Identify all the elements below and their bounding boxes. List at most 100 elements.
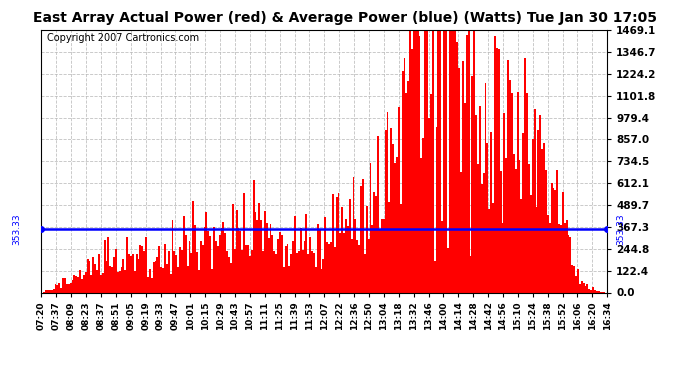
Bar (324, 217, 326, 292)
Bar (505, 158, 507, 292)
Bar (581, 281, 582, 292)
Bar (332, 195, 334, 292)
Bar (190, 253, 193, 292)
Bar (132, 254, 134, 292)
Bar (569, 237, 571, 292)
Bar (141, 246, 144, 292)
Bar (437, 30, 440, 292)
Bar (193, 201, 194, 292)
Bar (540, 115, 541, 292)
Bar (72, 280, 73, 292)
Bar (170, 274, 172, 292)
Bar (413, 30, 415, 292)
Bar (349, 199, 351, 292)
Bar (90, 275, 92, 292)
Bar (47, 290, 49, 292)
Bar (600, 291, 602, 292)
Bar (379, 230, 381, 292)
Bar (330, 242, 332, 292)
Bar (504, 113, 505, 292)
Bar (260, 219, 262, 292)
Bar (285, 246, 286, 292)
Bar (373, 192, 375, 292)
Bar (249, 256, 250, 292)
Bar (353, 177, 355, 292)
Bar (394, 164, 396, 292)
Bar (568, 235, 569, 292)
Bar (411, 48, 413, 292)
Bar (500, 171, 502, 292)
Bar (524, 58, 526, 292)
Bar (538, 130, 540, 292)
Bar (236, 210, 237, 292)
Bar (100, 275, 101, 292)
Bar (217, 246, 219, 292)
Text: East Array Actual Power (red) & Average Power (blue) (Watts) Tue Jan 30 17:05: East Array Actual Power (red) & Average … (33, 11, 657, 25)
Bar (247, 245, 249, 292)
Bar (392, 144, 394, 292)
Bar (230, 263, 232, 292)
Bar (277, 239, 279, 292)
Bar (226, 251, 228, 292)
Bar (375, 196, 377, 292)
Bar (541, 149, 543, 292)
Bar (168, 251, 170, 292)
Bar (473, 30, 475, 292)
Bar (45, 290, 47, 292)
Bar (464, 102, 466, 292)
Bar (322, 260, 324, 292)
Bar (445, 30, 447, 292)
Bar (356, 240, 358, 292)
Bar (315, 267, 317, 292)
Bar (208, 231, 209, 292)
Bar (477, 164, 479, 292)
Bar (575, 276, 577, 292)
Bar (396, 157, 398, 292)
Bar (420, 159, 422, 292)
Bar (528, 164, 530, 292)
Bar (466, 35, 468, 292)
Bar (157, 257, 158, 292)
Bar (468, 30, 469, 292)
Bar (152, 262, 155, 292)
Bar (211, 269, 213, 292)
Bar (181, 250, 183, 292)
Bar (586, 284, 589, 292)
Bar (453, 31, 455, 292)
Bar (126, 237, 128, 292)
Bar (155, 261, 157, 292)
Bar (556, 170, 558, 292)
Bar (108, 237, 109, 292)
Bar (409, 30, 411, 292)
Bar (224, 233, 226, 292)
Bar (137, 260, 139, 292)
Bar (286, 244, 288, 292)
Bar (422, 138, 424, 292)
Bar (430, 94, 432, 292)
Bar (221, 228, 222, 292)
Bar (547, 215, 549, 292)
Bar (492, 203, 494, 292)
Bar (560, 225, 562, 292)
Bar (275, 254, 277, 292)
Bar (543, 142, 545, 292)
Bar (571, 265, 573, 292)
Bar (406, 93, 407, 292)
Bar (579, 284, 581, 292)
Bar (507, 60, 509, 292)
Bar (448, 30, 451, 292)
Bar (147, 278, 149, 292)
Bar (123, 259, 124, 292)
Bar (551, 183, 553, 292)
Bar (85, 272, 87, 292)
Bar (424, 30, 426, 292)
Bar (347, 226, 349, 292)
Bar (273, 251, 275, 292)
Bar (92, 257, 95, 292)
Bar (95, 264, 96, 292)
Bar (342, 207, 343, 292)
Bar (111, 267, 113, 292)
Bar (302, 250, 304, 292)
Bar (321, 270, 322, 292)
Bar (175, 255, 177, 292)
